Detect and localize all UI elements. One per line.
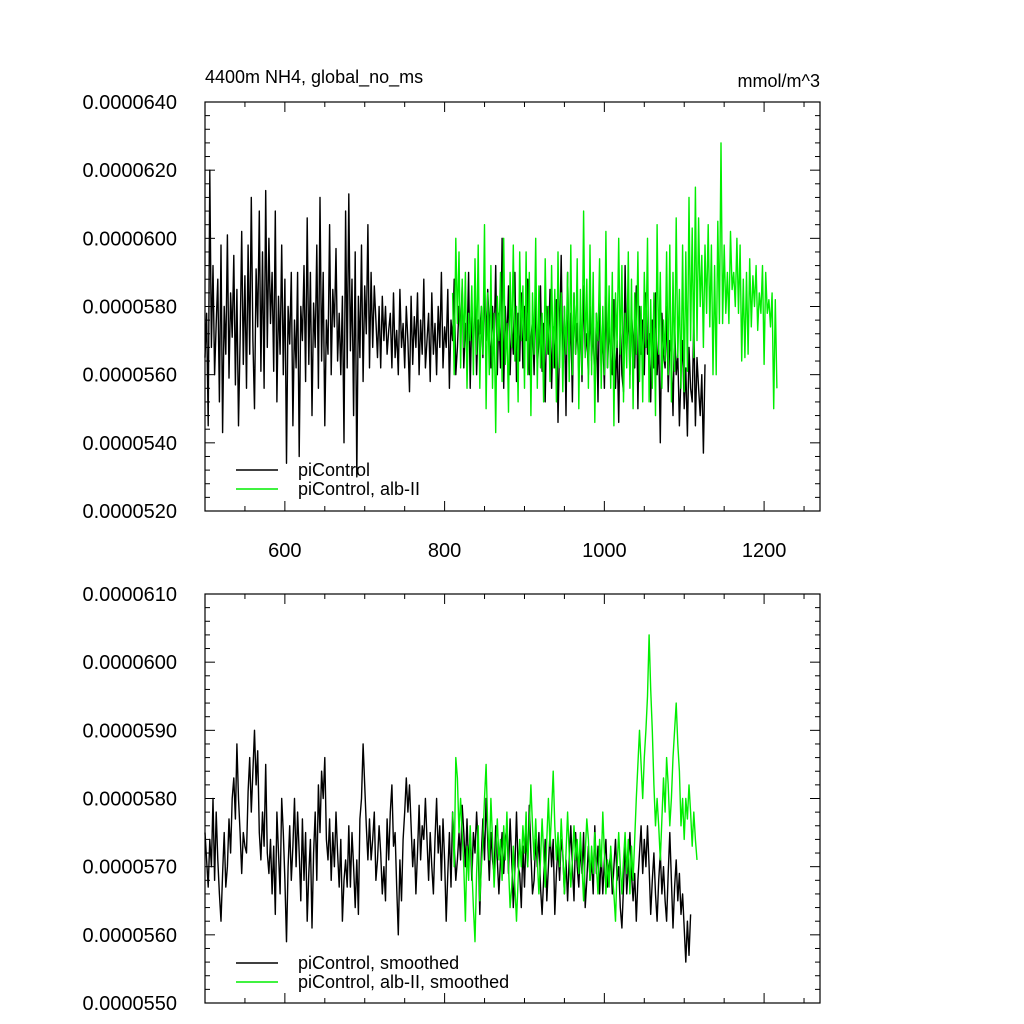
y-tick-label: 0.0000520: [82, 501, 177, 523]
legend-label-piControl: piControl: [298, 460, 370, 480]
y-tick-label: 0.0000600: [82, 228, 177, 250]
y-tick-label: 0.0000550: [82, 993, 177, 1015]
x-tick-label: 800: [428, 540, 461, 562]
y-tick-label: 0.0000560: [82, 925, 177, 947]
units-label: mmol/m^3: [738, 71, 820, 91]
y-tick-label: 0.0000590: [82, 720, 177, 742]
top-panel: 600 800 1000 1200 0.0000520 0.0000540 0.000056…: [82, 92, 821, 562]
series-line-picontrol-alb-ii-smoothed: [451, 634, 698, 943]
chart-title: 4400m NH4, global_no_ms: [205, 67, 423, 88]
y-tick-label: 0.0000540: [82, 433, 177, 455]
y-tick-label: 0.0000600: [82, 652, 177, 674]
series-line-picontrol-alb-ii: [451, 142, 778, 434]
legend-bottom: piControl, smoothed piControl, alb-II, s…: [236, 953, 509, 992]
x-tick-label: 600: [268, 540, 301, 562]
y-tick-label: 0.0000570: [82, 857, 177, 879]
bottom-panel: 0.0000550 0.0000560 0.0000570 0.0000580 0.00…: [82, 584, 821, 1015]
y-tick-label: 0.0000580: [82, 789, 177, 811]
legend-top: piControl piControl, alb-II: [236, 460, 420, 499]
y-tick-label: 0.0000620: [82, 160, 177, 182]
legend-label-alb-II-smoothed: piControl, alb-II, smoothed: [298, 972, 509, 992]
plot-frame: [204, 593, 821, 1004]
y-tick-label: 0.0000580: [82, 297, 177, 319]
legend-label-alb-II: piControl, alb-II: [298, 479, 420, 499]
y-tick-label: 0.0000560: [82, 365, 177, 387]
y-tick-label: 0.0000610: [82, 584, 177, 606]
legend-label-piControl-smoothed: piControl, smoothed: [298, 953, 459, 973]
x-tick-label: 1000: [582, 540, 627, 562]
x-tick-label: 1200: [742, 540, 787, 562]
y-tick-label: 0.0000640: [82, 92, 177, 114]
